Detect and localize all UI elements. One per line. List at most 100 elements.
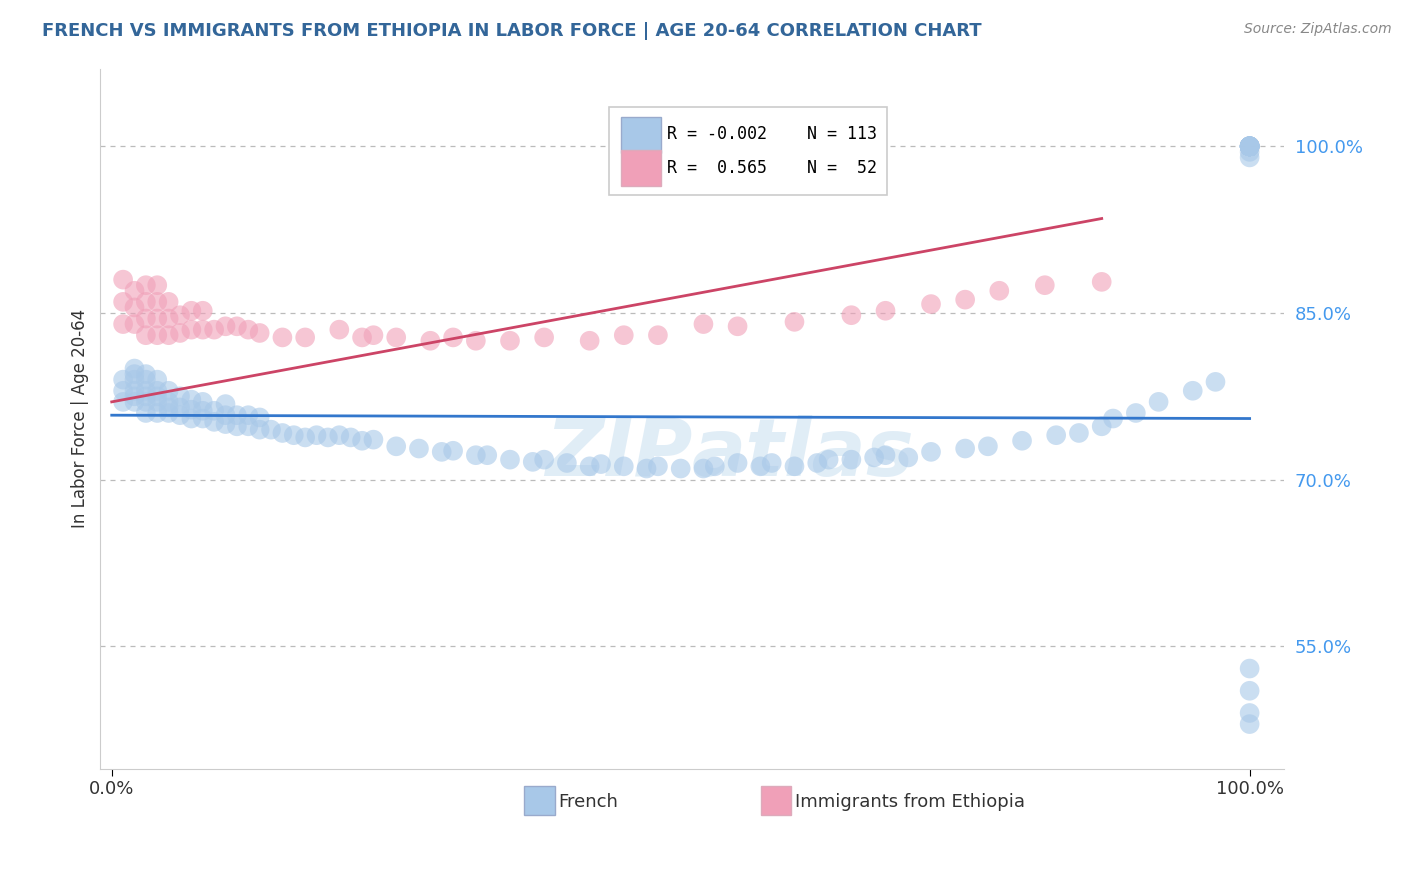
Point <box>180 402 202 417</box>
Point <box>169 389 191 403</box>
Point <box>169 401 191 415</box>
Point <box>238 408 260 422</box>
Y-axis label: In Labor Force | Age 20-64: In Labor Force | Age 20-64 <box>72 309 89 528</box>
Point <box>124 373 146 387</box>
Point <box>146 395 169 409</box>
Point <box>578 334 600 348</box>
Point <box>363 433 385 447</box>
Text: atlas: atlas <box>692 415 915 492</box>
Point <box>146 389 169 403</box>
Point <box>953 293 976 307</box>
Point <box>783 459 806 474</box>
Point <box>1239 717 1261 731</box>
Point <box>191 303 214 318</box>
Point <box>647 328 669 343</box>
Point <box>875 448 897 462</box>
Point <box>225 408 247 422</box>
FancyBboxPatch shape <box>621 151 661 186</box>
Point <box>124 367 146 381</box>
Point <box>146 384 169 398</box>
Point <box>1239 139 1261 153</box>
Point <box>135 406 157 420</box>
Point <box>1239 139 1261 153</box>
Point <box>1239 139 1261 153</box>
Point <box>363 328 385 343</box>
FancyBboxPatch shape <box>761 786 792 815</box>
Point <box>271 330 294 344</box>
Point <box>1239 139 1261 153</box>
Point <box>169 408 191 422</box>
Point <box>135 395 157 409</box>
Point <box>385 330 408 344</box>
Point <box>953 442 976 456</box>
Point <box>146 406 169 420</box>
Point <box>157 384 180 398</box>
Point <box>135 294 157 309</box>
Point <box>202 415 225 429</box>
Point <box>806 456 828 470</box>
Text: R =  0.565    N =  52: R = 0.565 N = 52 <box>668 159 877 177</box>
Point <box>328 428 350 442</box>
Point <box>1239 683 1261 698</box>
Point <box>238 323 260 337</box>
Point <box>1102 411 1125 425</box>
Point <box>352 330 374 344</box>
Point <box>135 389 157 403</box>
Point <box>305 428 328 442</box>
Point <box>636 461 658 475</box>
Text: FRENCH VS IMMIGRANTS FROM ETHIOPIA IN LABOR FORCE | AGE 20-64 CORRELATION CHART: FRENCH VS IMMIGRANTS FROM ETHIOPIA IN LA… <box>42 22 981 40</box>
Point <box>135 373 157 387</box>
FancyBboxPatch shape <box>621 117 661 153</box>
Point <box>897 450 920 465</box>
Point <box>430 445 453 459</box>
Point <box>749 459 772 474</box>
Point <box>202 323 225 337</box>
Point <box>1091 419 1114 434</box>
Point <box>180 323 202 337</box>
Point <box>146 328 169 343</box>
Point <box>249 326 271 340</box>
Point <box>157 401 180 415</box>
Point <box>112 317 135 331</box>
Point <box>249 410 271 425</box>
Point <box>124 384 146 398</box>
Point <box>1147 395 1170 409</box>
Text: R = -0.002    N = 113: R = -0.002 N = 113 <box>668 125 877 143</box>
Text: French: French <box>558 793 619 811</box>
Point <box>817 452 839 467</box>
Point <box>499 452 522 467</box>
Point <box>214 397 236 411</box>
Point <box>180 303 202 318</box>
Point <box>727 456 749 470</box>
Point <box>977 439 1000 453</box>
Point <box>920 297 942 311</box>
Point <box>157 395 180 409</box>
Point <box>328 323 350 337</box>
Point <box>841 308 863 322</box>
Point <box>441 443 464 458</box>
Point <box>1239 139 1261 153</box>
Point <box>124 361 146 376</box>
Point <box>613 328 636 343</box>
Point <box>647 459 669 474</box>
Point <box>146 294 169 309</box>
Point <box>202 403 225 417</box>
Point <box>225 319 247 334</box>
Point <box>191 411 214 425</box>
FancyBboxPatch shape <box>609 107 887 194</box>
FancyBboxPatch shape <box>524 786 555 815</box>
Point <box>135 311 157 326</box>
Point <box>146 373 169 387</box>
Point <box>294 430 316 444</box>
Point <box>339 430 361 444</box>
Point <box>477 448 499 462</box>
Point <box>157 328 180 343</box>
Point <box>464 448 486 462</box>
Point <box>146 278 169 293</box>
Point <box>112 294 135 309</box>
Point <box>316 430 339 444</box>
Point <box>1239 661 1261 675</box>
Point <box>271 425 294 440</box>
Point <box>408 442 430 456</box>
Point <box>1045 428 1067 442</box>
